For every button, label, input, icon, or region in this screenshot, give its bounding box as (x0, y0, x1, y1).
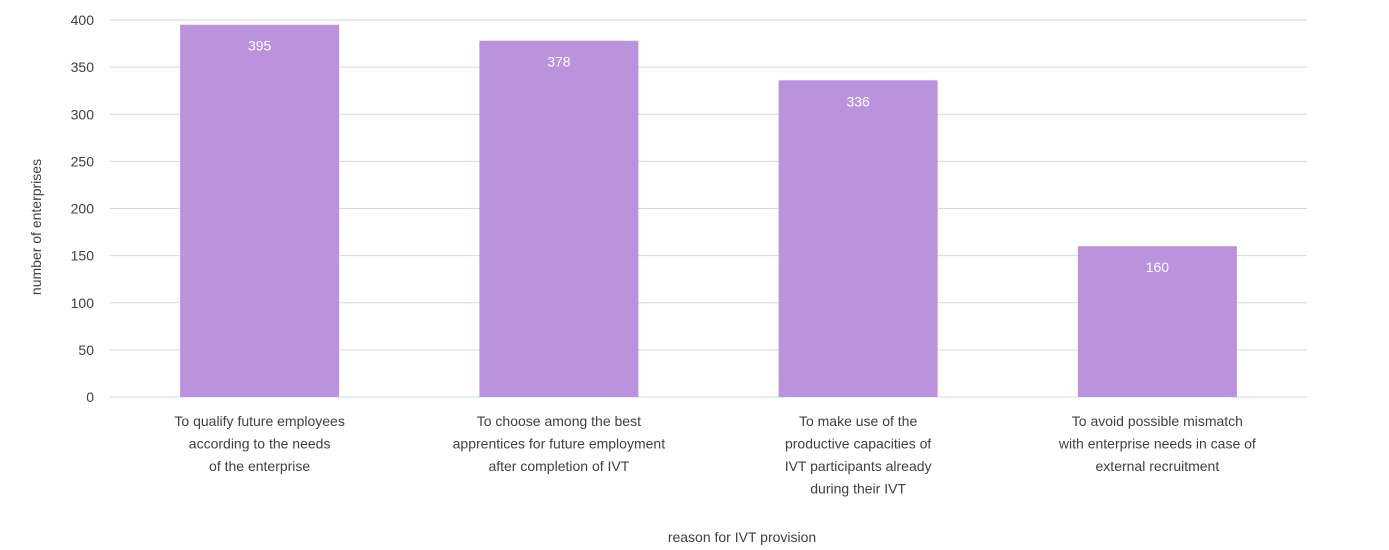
x-category-label-line: during their IVT (810, 481, 906, 497)
x-axis-title: reason for IVT provision (668, 529, 816, 545)
x-category-label-line: apprentices for future employment (453, 436, 666, 452)
bars: 395 378 336 160 (180, 24, 1237, 398)
x-category-label-line: To qualify future employees (174, 413, 344, 429)
y-tick-label: 400 (71, 12, 95, 28)
y-axis-ticks: 0 50 100 150 200 250 300 350 400 (71, 12, 95, 405)
x-category-label-line: according to the needs (189, 436, 331, 452)
bar-data-label: 336 (846, 93, 870, 109)
x-category-label-line: To choose among the best (477, 413, 641, 429)
x-category-label: To make use of the productive capacities … (785, 413, 932, 497)
y-tick-label: 100 (71, 295, 95, 311)
x-category-label: To choose among the best apprentices for … (453, 413, 666, 474)
x-category-label-line: after completion of IVT (488, 458, 629, 474)
y-tick-label: 150 (71, 248, 95, 264)
bar (1077, 246, 1237, 397)
x-category-label: To avoid possible mismatch with enterpris… (1058, 413, 1256, 474)
y-tick-label: 200 (71, 201, 95, 217)
x-category-label: To qualify future employees according to … (174, 413, 344, 474)
y-tick-label: 300 (71, 106, 95, 122)
x-category-label-line: To make use of the (799, 413, 918, 429)
bar-data-label: 160 (1146, 259, 1170, 275)
y-tick-label: 350 (71, 59, 95, 75)
x-category-label-line: of the enterprise (209, 458, 310, 474)
x-category-label-line: IVT participants already (785, 458, 932, 474)
bar (180, 24, 340, 398)
x-axis-categories: To qualify future employees according to … (174, 413, 1256, 497)
bar-data-label: 395 (248, 38, 272, 54)
y-tick-label: 250 (71, 153, 95, 169)
x-category-label-line: To avoid possible mismatch (1072, 413, 1243, 429)
x-category-label-line: external recruitment (1096, 458, 1220, 474)
x-category-label-line: productive capacities of (785, 436, 931, 452)
bar-data-label: 378 (547, 54, 571, 70)
y-axis-title: number of enterprises (28, 159, 44, 295)
y-tick-label: 50 (78, 342, 94, 358)
x-category-label-line: with enterprise needs in case of (1058, 436, 1256, 452)
bar (479, 40, 639, 398)
y-tick-label: 0 (86, 389, 94, 405)
bar (778, 80, 938, 397)
